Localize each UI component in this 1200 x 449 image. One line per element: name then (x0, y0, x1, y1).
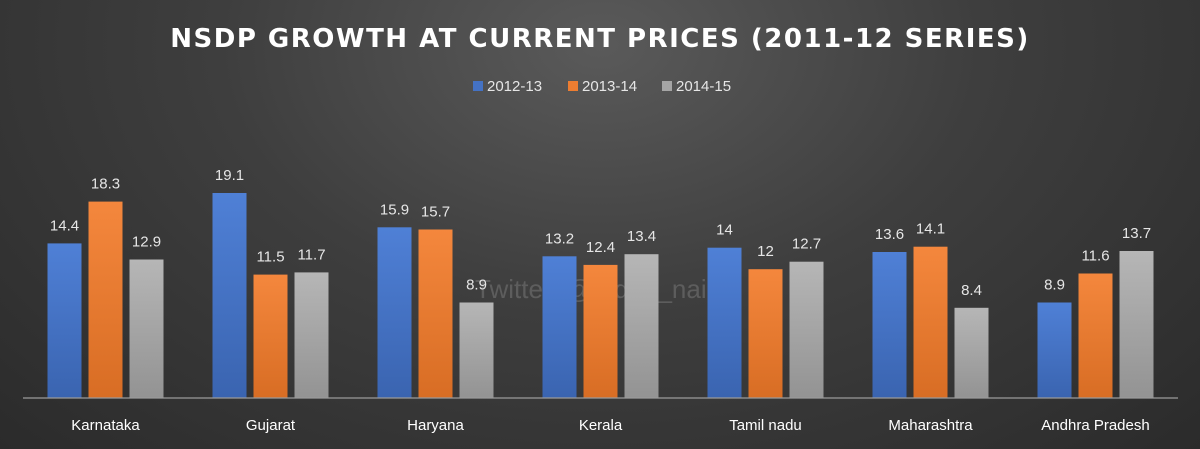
category-label: Haryana (407, 417, 464, 434)
bar-gujarat-2013-14 (253, 274, 288, 398)
value-label: 11.5 (256, 249, 284, 266)
legend-swatch (662, 81, 672, 91)
bar-gujarat-2014-15 (294, 272, 329, 398)
bar-haryana-2013-14 (418, 229, 453, 398)
legend-label: 2012-13 (487, 78, 542, 95)
bar-andhra-pradesh-2013-14 (1078, 273, 1113, 398)
bar-tamil-nadu-2012-13 (707, 247, 742, 398)
bar-tamil-nadu-2013-14 (748, 269, 783, 398)
bar-maharashtra-2012-13 (872, 252, 907, 398)
category-label: Gujarat (246, 417, 296, 434)
bar-kerala-2012-13 (542, 256, 577, 398)
value-label: 15.9 (380, 201, 409, 218)
value-label: 12 (757, 243, 774, 260)
value-label: 8.4 (961, 282, 982, 299)
value-labels-group: 14.4 18.3 12.9 19.1 11.5 11.7 15.9 15.7 8.9 13.2 1… (50, 167, 1151, 299)
bar-karnataka-2014-15 (129, 259, 164, 398)
bar-tamil-nadu-2014-15 (789, 261, 824, 398)
value-label: 14 (716, 222, 733, 239)
bar-maharashtra-2014-15 (954, 307, 989, 398)
bars-group (47, 193, 1154, 398)
legend: 2012-13 2013-14 2014-15 (473, 78, 731, 95)
bar-kerala-2014-15 (624, 254, 659, 398)
bar-andhra-pradesh-2012-13 (1037, 302, 1072, 398)
value-label: 13.2 (545, 230, 574, 247)
legend-label: 2013-14 (582, 78, 637, 95)
value-label: 12.7 (792, 236, 821, 253)
bar-maharashtra-2013-14 (913, 246, 948, 398)
value-label: 8.9 (1044, 277, 1065, 294)
chart-title: NSDP GROWTH AT CURRENT PRICES (2011-12 S… (170, 24, 1030, 54)
bar-kerala-2013-14 (583, 264, 618, 398)
bar-gujarat-2012-13 (212, 193, 247, 398)
value-label: 18.3 (91, 176, 120, 193)
legend-label: 2014-15 (676, 78, 731, 95)
value-label: 12.9 (132, 234, 161, 251)
value-label: 11.7 (297, 246, 325, 263)
category-label: Tamil nadu (729, 417, 802, 434)
value-label: 11.6 (1081, 248, 1109, 265)
category-label: Andhra Pradesh (1041, 417, 1149, 434)
value-label: 8.9 (466, 277, 487, 294)
category-label: Maharashtra (888, 417, 973, 434)
legend-swatch (568, 81, 578, 91)
value-label: 14.4 (50, 217, 79, 234)
category-labels-group: Karnataka Gujarat Haryana Kerala Tamil nadu M… (71, 417, 1149, 434)
value-label: 13.7 (1122, 225, 1151, 242)
category-label: Kerala (579, 417, 623, 434)
bar-haryana-2014-15 (459, 302, 494, 398)
category-label: Karnataka (71, 417, 140, 434)
bar-karnataka-2013-14 (88, 201, 123, 398)
legend-swatch (473, 81, 483, 91)
value-label: 19.1 (215, 167, 244, 184)
value-label: 13.6 (875, 226, 904, 243)
value-label: 12.4 (586, 239, 615, 256)
value-label: 14.1 (916, 221, 945, 238)
bar-andhra-pradesh-2014-15 (1119, 251, 1154, 398)
value-label: 13.4 (627, 228, 656, 245)
bar-haryana-2012-13 (377, 227, 412, 398)
value-label: 15.7 (421, 204, 450, 221)
bar-karnataka-2012-13 (47, 243, 82, 398)
